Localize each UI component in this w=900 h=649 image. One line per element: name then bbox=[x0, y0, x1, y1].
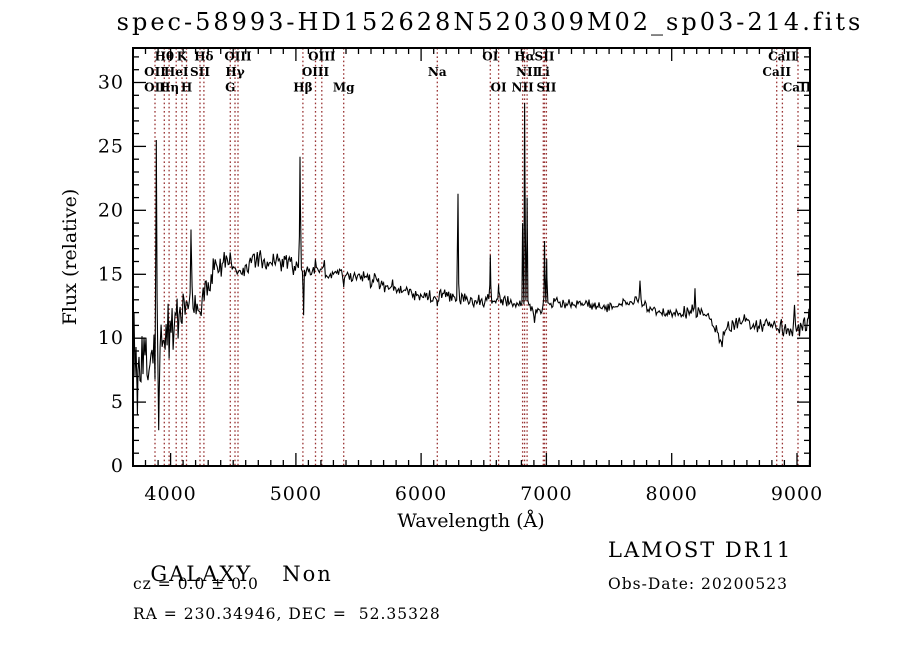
line-label: NII bbox=[516, 65, 539, 79]
spectrum-trace bbox=[132, 102, 811, 431]
spectral-line-markers bbox=[154, 48, 799, 466]
line-label: H bbox=[181, 81, 192, 95]
line-label: OII bbox=[144, 65, 166, 79]
line-label: G bbox=[225, 81, 235, 95]
x-axis-title: Wavelength (Å) bbox=[397, 510, 544, 532]
y-axis-title: Flux (relative) bbox=[59, 189, 81, 326]
line-label: CaII bbox=[783, 81, 812, 95]
line-label: OI bbox=[491, 81, 507, 95]
y-tick-label: 5 bbox=[111, 391, 124, 413]
axis-ticks bbox=[132, 48, 811, 467]
line-label: CaII bbox=[768, 50, 797, 64]
line-label: OI bbox=[482, 50, 498, 64]
line-label: Mg bbox=[333, 81, 355, 95]
classification-line: GALAXY Non bbox=[133, 538, 333, 586]
subclass-label: Non bbox=[282, 562, 333, 586]
line-label: OIII bbox=[308, 50, 336, 64]
obs-date-line: Obs-Date: 20200523 bbox=[608, 575, 788, 593]
x-tick-label: 7000 bbox=[520, 483, 572, 505]
x-tick-label: 4000 bbox=[144, 483, 196, 505]
x-tick-label: 9000 bbox=[771, 483, 823, 505]
page-title: spec-58993-HD152628N520309M02_sp03-214.f… bbox=[116, 8, 864, 36]
line-label: SII bbox=[190, 65, 210, 79]
line-label: Hη bbox=[159, 81, 179, 95]
cz-line: cz = 0.0 ± 0.0 bbox=[133, 575, 259, 593]
y-tick-label: 20 bbox=[98, 199, 124, 221]
y-tick-label: 10 bbox=[98, 327, 124, 349]
line-label: Hδ bbox=[194, 50, 213, 64]
line-label: SII bbox=[536, 81, 556, 95]
plot-frame bbox=[132, 47, 811, 467]
line-label: Hα bbox=[514, 50, 535, 64]
line-label: K bbox=[177, 50, 188, 64]
y-tick-label: 0 bbox=[111, 455, 124, 477]
line-label: HeI bbox=[164, 65, 189, 79]
line-label: Na bbox=[428, 65, 447, 79]
y-tick-label: 30 bbox=[98, 72, 124, 94]
x-tick-label: 8000 bbox=[646, 483, 698, 505]
line-label: SII bbox=[535, 50, 555, 64]
radec-line: RA = 230.34946, DEC = 52.35328 bbox=[133, 605, 441, 623]
line-label: Hβ bbox=[293, 81, 312, 95]
class-label: GALAXY bbox=[150, 562, 253, 586]
line-label: NII bbox=[511, 81, 534, 95]
tick-labels: 4000 5000 6000 7000 8000 9000 0 5 10 15 20 25 30 bbox=[98, 72, 823, 506]
line-label: Hγ bbox=[225, 65, 244, 79]
y-tick-label: 25 bbox=[98, 135, 124, 157]
line-label: CaII bbox=[762, 65, 791, 79]
x-tick-label: 6000 bbox=[395, 483, 447, 505]
line-label: OII bbox=[144, 81, 166, 95]
survey-label: LAMOST DR11 bbox=[608, 538, 793, 562]
line-label: OIII bbox=[224, 50, 252, 64]
line-label: OIII bbox=[302, 65, 330, 79]
line-label: Hθ bbox=[155, 50, 174, 64]
line-label: Li bbox=[537, 65, 550, 79]
y-tick-label: 15 bbox=[98, 263, 124, 285]
x-tick-label: 5000 bbox=[270, 483, 322, 505]
